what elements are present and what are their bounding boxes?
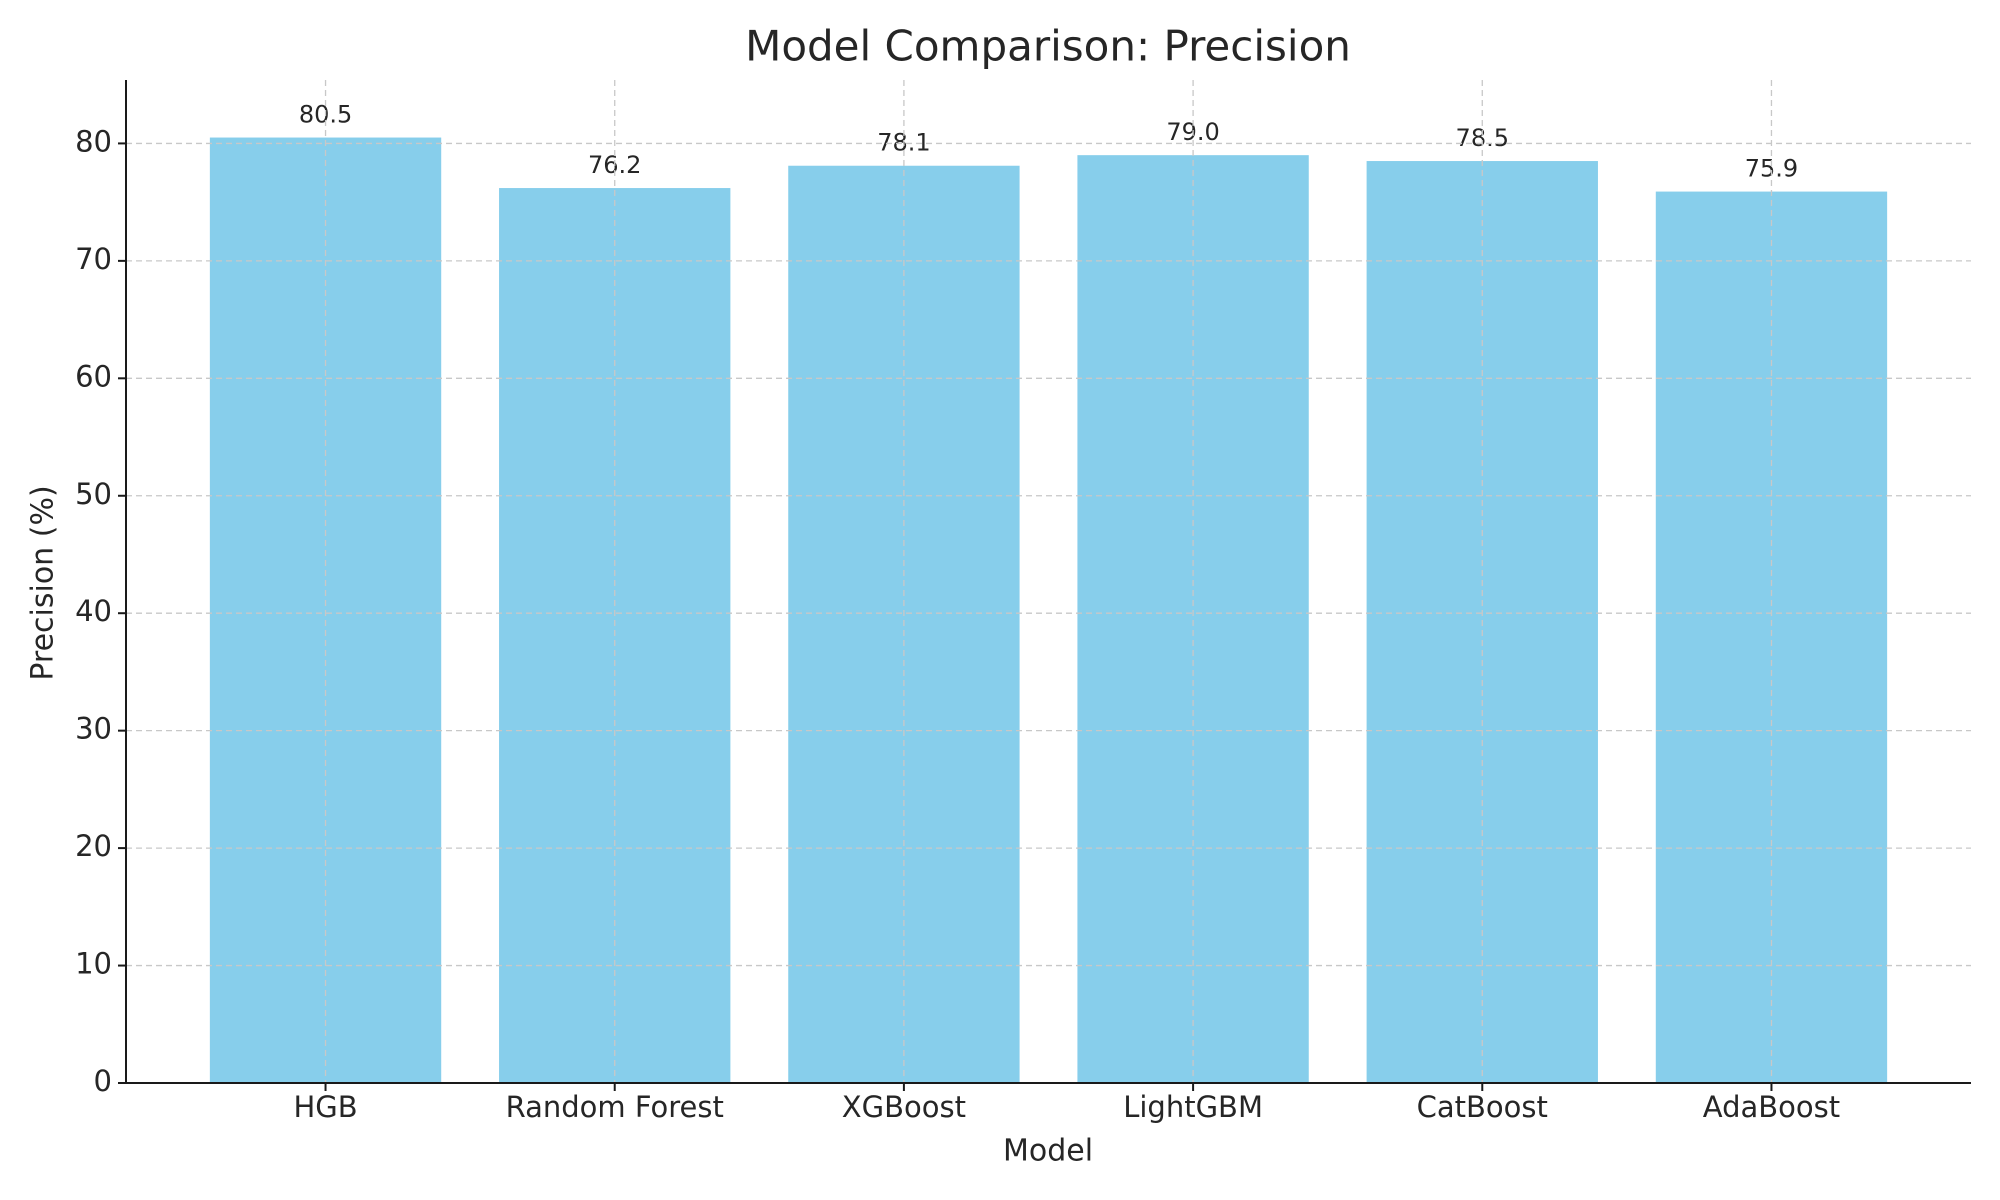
y-tick-label: 20 [75, 829, 112, 863]
y-tick-label: 80 [75, 124, 112, 158]
y-tick-label: 40 [75, 594, 112, 628]
x-axis-label: Model [1003, 1134, 1093, 1169]
value-label: 75.9 [1745, 155, 1798, 183]
x-tick-label: Random Forest [506, 1090, 724, 1124]
y-tick-label: 0 [94, 1064, 112, 1098]
x-tick-label: XGBoost [842, 1090, 966, 1124]
x-tick-label: CatBoost [1417, 1090, 1548, 1124]
y-tick-label: 60 [75, 359, 112, 393]
y-tick-label: 10 [75, 947, 112, 981]
y-axis-label: Precision (%) [26, 485, 61, 680]
x-tick-label: HGB [293, 1090, 357, 1124]
bar [1077, 155, 1309, 1084]
y-tick-label: 70 [75, 242, 112, 276]
value-label: 78.5 [1456, 124, 1509, 152]
y-tick-label: 50 [75, 477, 112, 511]
chart-title: Model Comparison: Precision [745, 22, 1351, 71]
y-tick-label: 30 [75, 712, 112, 746]
x-tick-label: LightGBM [1123, 1090, 1263, 1124]
x-tick-label: AdaBoost [1703, 1090, 1840, 1124]
